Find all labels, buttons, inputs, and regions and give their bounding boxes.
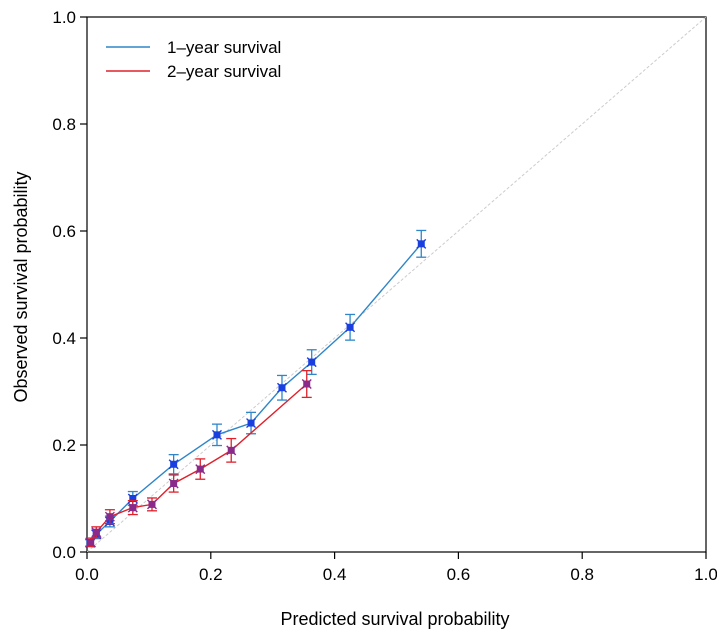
- y-tick-label: 0.0: [52, 543, 76, 562]
- plot-area: [86, 16, 707, 553]
- x-tick-label: 0.6: [447, 565, 471, 584]
- y-tick-label: 0.2: [52, 436, 76, 455]
- x-tick-label: 0.0: [75, 565, 99, 584]
- data-point-cross: [246, 418, 257, 429]
- series-layer: [85, 229, 427, 548]
- series-2: [85, 369, 312, 548]
- data-point-cross: [168, 459, 179, 470]
- axis-layer: 0.0 0.2 0.4 0.6 0.8 1.0 0.0 0.2 0.4 0.6 0.8 1.0: [52, 8, 717, 584]
- plot-border: [86, 16, 707, 553]
- x-tick-label: 0.8: [570, 565, 594, 584]
- data-point-cross: [147, 499, 157, 510]
- legend-label: 1–year survival: [167, 38, 281, 57]
- series-1: [85, 229, 427, 548]
- data-point-cross: [168, 478, 179, 489]
- series-line: [89, 243, 422, 544]
- data-point-cross: [306, 357, 317, 368]
- x-axis-title: Predicted survival probability: [280, 609, 509, 629]
- series-line: [90, 383, 308, 543]
- x-tick-label: 0.4: [323, 565, 347, 584]
- data-point-cross: [127, 493, 138, 504]
- data-point-cross: [226, 445, 237, 456]
- x-tick-label: 0.2: [199, 565, 223, 584]
- data-point-cross: [91, 527, 102, 538]
- data-point-cross: [276, 382, 287, 393]
- y-tick-label: 0.6: [52, 222, 76, 241]
- y-tick-label: 0.4: [52, 329, 76, 348]
- data-point-cross: [301, 379, 312, 390]
- data-point-cross: [211, 429, 222, 440]
- data-point-cross: [416, 238, 427, 249]
- y-axis-title: Observed survival probability: [11, 171, 31, 402]
- data-point-cross: [85, 537, 96, 548]
- data-point-cross: [195, 464, 206, 475]
- reference-line-layer: [86, 16, 707, 553]
- y-tick-label: 1.0: [52, 8, 76, 27]
- legend: 1–year survival 2–year survival: [106, 38, 281, 81]
- reference-diagonal-line: [86, 16, 707, 553]
- data-point-cross: [127, 502, 138, 513]
- x-tick-label: 1.0: [694, 565, 717, 584]
- data-point-cross: [104, 511, 115, 522]
- data-point-cross: [345, 322, 356, 333]
- y-tick-label: 0.8: [52, 115, 76, 134]
- legend-label: 2–year survival: [167, 62, 281, 81]
